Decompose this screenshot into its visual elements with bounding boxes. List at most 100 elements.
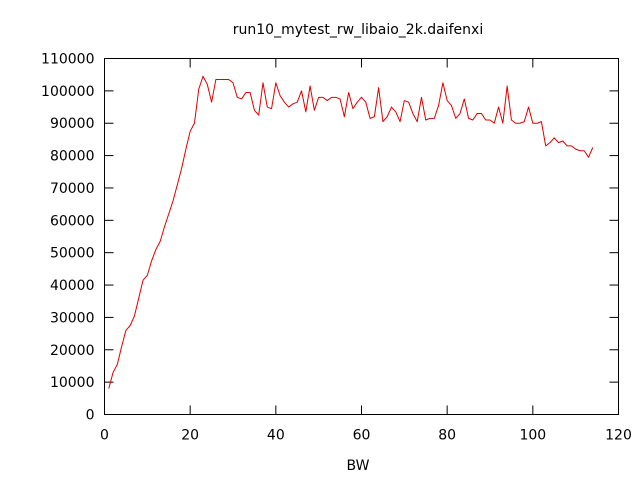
y-tick-label: 60000	[50, 213, 95, 229]
y-axis-tick-labels: 0 10000 20000 30000 40000 50000 60000 70000 8000…	[41, 52, 94, 424]
data-point	[459, 112, 462, 115]
data-point	[334, 96, 337, 99]
data-point	[591, 146, 594, 149]
chart-title: run10_mytest_rw_libaio_2k.daifenxi	[233, 22, 483, 38]
y-tick-label: 10000	[50, 375, 95, 391]
data-point	[317, 96, 320, 99]
data-point	[150, 259, 153, 262]
data-point	[116, 363, 119, 366]
x-axis-tick-labels: 0 20 40 60 80 100 120	[100, 428, 632, 444]
data-point	[566, 144, 569, 147]
data-point	[506, 85, 509, 88]
data-point	[137, 296, 140, 299]
data-point	[587, 156, 590, 159]
data-point	[112, 371, 115, 374]
data-point	[189, 130, 192, 133]
data-point	[544, 144, 547, 147]
data-point	[527, 106, 530, 109]
data-point	[107, 387, 110, 390]
data-point	[411, 112, 414, 115]
data-point	[407, 101, 410, 104]
data-point	[377, 86, 380, 89]
data-point	[261, 81, 264, 84]
data-point	[163, 225, 166, 228]
data-point	[253, 109, 256, 112]
data-point	[570, 144, 573, 147]
data-point	[176, 183, 179, 186]
data-point	[172, 199, 175, 202]
data-point	[274, 81, 277, 84]
data-point	[561, 140, 564, 143]
data-point	[536, 122, 539, 125]
data-point	[219, 78, 222, 81]
data-point	[309, 85, 312, 88]
data-point	[514, 122, 517, 125]
data-point	[347, 91, 350, 94]
y-tick-label: 20000	[50, 343, 95, 359]
data-point	[279, 94, 282, 97]
x-tick-label: 60	[353, 428, 371, 444]
data-point	[321, 96, 324, 99]
data-point	[343, 115, 346, 118]
data-point	[574, 148, 577, 151]
data-point	[206, 83, 209, 86]
data-point	[266, 106, 269, 109]
data-point	[120, 345, 123, 348]
data-point	[429, 117, 432, 120]
data-point	[146, 274, 149, 277]
data-point	[394, 110, 397, 113]
data-point	[210, 101, 213, 104]
data-point	[133, 314, 136, 317]
y-tick-label: 110000	[41, 52, 94, 68]
data-point	[244, 91, 247, 94]
data-point	[339, 97, 342, 100]
data-point	[437, 104, 440, 107]
data-point	[287, 106, 290, 109]
data-point	[232, 81, 235, 84]
data-point	[300, 89, 303, 92]
data-point	[257, 114, 260, 117]
y-tick-label: 90000	[50, 116, 95, 132]
data-point	[236, 96, 239, 99]
data-point	[296, 101, 299, 104]
y-tick-label: 100000	[41, 84, 94, 100]
data-point	[360, 96, 363, 99]
data-point	[446, 99, 449, 102]
plot-frame	[104, 58, 619, 415]
data-point	[154, 248, 157, 251]
data-point	[548, 141, 551, 144]
data-point	[249, 91, 252, 94]
data-point	[351, 107, 354, 110]
y-tick-label: 30000	[50, 310, 95, 326]
x-tick-label: 20	[181, 428, 199, 444]
series-group	[107, 75, 594, 390]
data-point	[369, 117, 372, 120]
data-point	[386, 115, 389, 118]
data-point	[390, 106, 393, 109]
data-point	[433, 117, 436, 120]
data-point	[489, 118, 492, 121]
data-point	[381, 120, 384, 123]
y-tick-label: 50000	[50, 246, 95, 262]
data-point	[159, 240, 162, 243]
y-tick-label: 0	[86, 408, 95, 424]
data-point	[240, 97, 243, 100]
data-point	[578, 149, 581, 152]
data-point	[454, 117, 457, 120]
y-tick-label: 40000	[50, 278, 95, 294]
data-point	[484, 118, 487, 121]
data-point	[124, 329, 127, 332]
data-point	[399, 120, 402, 123]
data-point	[467, 117, 470, 120]
data-point	[501, 122, 504, 125]
data-point	[373, 115, 376, 118]
data-point	[463, 97, 466, 100]
x-tick-label: 120	[605, 428, 632, 444]
data-point	[326, 99, 329, 102]
data-point	[557, 141, 560, 144]
data-point	[441, 81, 444, 84]
data-point	[518, 122, 521, 125]
x-tick-label: 0	[100, 428, 109, 444]
data-point	[197, 88, 200, 91]
data-point	[330, 96, 333, 99]
